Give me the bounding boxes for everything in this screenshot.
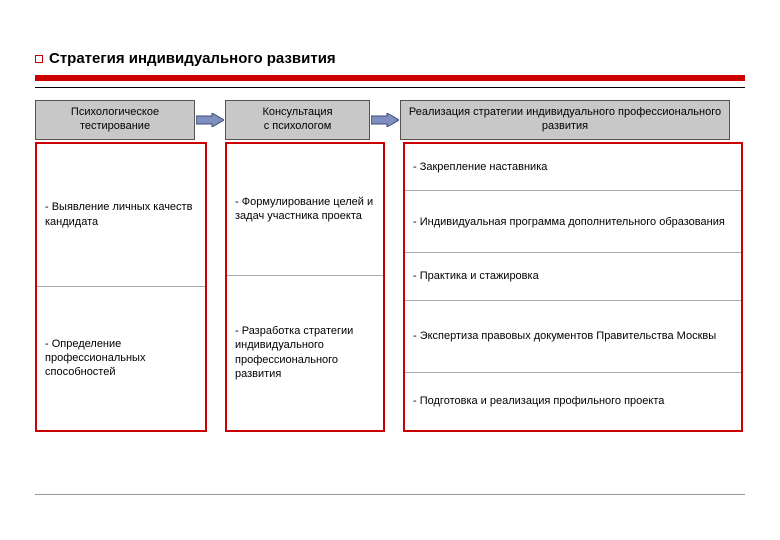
column-1: - Выявление личных качеств кандидата - О… — [35, 142, 207, 432]
cell: - Индивидуальная программа дополнительно… — [405, 191, 741, 253]
cell: - Выявление личных качеств кандидата — [37, 144, 205, 288]
thin-divider — [35, 87, 745, 88]
cell: - Экспертиза правовых документов Правите… — [405, 301, 741, 373]
column-2: - Формулирование целей и задач участника… — [225, 142, 385, 432]
cell-text: - Определение профессиональных способнос… — [45, 337, 197, 380]
cell: - Закрепление наставника — [405, 144, 741, 192]
cell: - Подготовка и реализация профильного пр… — [405, 373, 741, 429]
slide-title: Стратегия индивидуального развития — [35, 50, 745, 67]
cell-text: - Индивидуальная программа дополнительно… — [413, 215, 725, 229]
stage-header-3: Реализация стратегии индивидуального про… — [400, 100, 730, 140]
stage-header-row: Психологическое тестирование Консультаци… — [35, 100, 745, 140]
arrow-icon — [195, 113, 225, 127]
cell-text: - Разработка стратегии индивидуального п… — [235, 324, 375, 381]
title-underline — [35, 75, 745, 81]
cell: - Формулирование целей и задач участника… — [227, 144, 383, 276]
stage-header-2: Консультация с психологом — [225, 100, 370, 140]
cell: - Практика и стажировка — [405, 253, 741, 301]
stage-header-1: Психологическое тестирование — [35, 100, 195, 140]
footer-divider — [35, 494, 745, 495]
cell-text: - Закрепление наставника — [413, 160, 547, 174]
title-text: Стратегия индивидуального развития — [49, 50, 336, 67]
cell-text: - Выявление личных качеств кандидата — [45, 200, 197, 229]
column-3: - Закрепление наставника - Индивидуальна… — [403, 142, 743, 432]
cell-text: - Формулирование целей и задач участника… — [235, 195, 375, 224]
title-bullet-icon — [35, 55, 43, 63]
cell-text: - Практика и стажировка — [413, 269, 539, 283]
cell: - Разработка стратегии индивидуального п… — [227, 276, 383, 430]
cell-text: - Подготовка и реализация профильного пр… — [413, 394, 664, 408]
arrow-icon — [370, 113, 400, 127]
cell: - Определение профессиональных способнос… — [37, 287, 205, 430]
columns-container: - Выявление личных качеств кандидата - О… — [35, 142, 745, 432]
cell-text: - Экспертиза правовых документов Правите… — [413, 329, 716, 343]
